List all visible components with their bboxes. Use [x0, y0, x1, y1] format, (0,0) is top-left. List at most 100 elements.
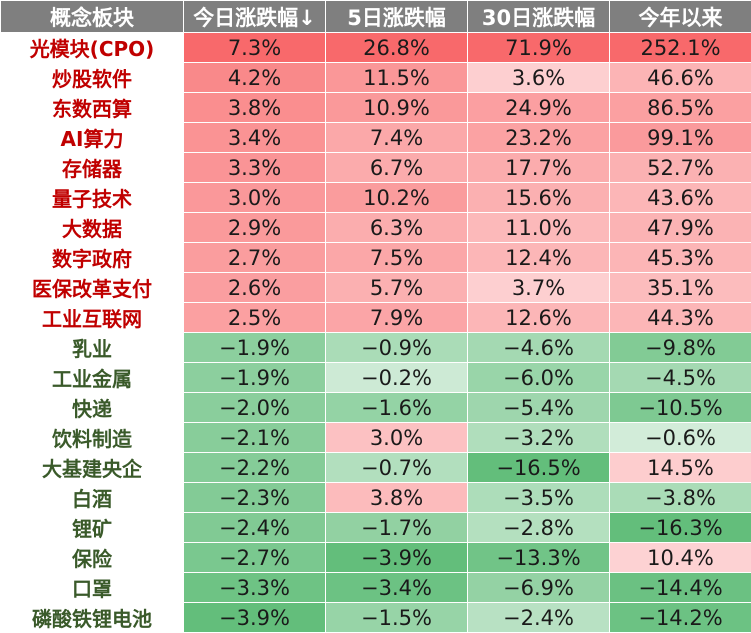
value-cell-ytd: −14.2%	[610, 603, 751, 633]
value-cell-30day: −6.0%	[468, 363, 610, 393]
sector-name-cell[interactable]: 量子技术	[1, 183, 184, 213]
table-row: 光模块(CPO)7.3%26.8%71.9%252.1%	[1, 33, 751, 63]
value-cell-5day: 7.9%	[326, 303, 468, 333]
sector-name-cell[interactable]: 工业互联网	[1, 303, 184, 333]
table-row: 工业金属−1.9%−0.2%−6.0%−4.5%	[1, 363, 751, 393]
value-cell-30day: 24.9%	[468, 93, 610, 123]
header-cell-sector: 概念板块	[1, 1, 184, 33]
value-cell-5day: 6.7%	[326, 153, 468, 183]
sector-name-cell[interactable]: 东数西算	[1, 93, 184, 123]
value-cell-today: 3.0%	[184, 183, 326, 213]
value-cell-today: 2.9%	[184, 213, 326, 243]
value-cell-30day: −3.5%	[468, 483, 610, 513]
sector-name-cell[interactable]: 乳业	[1, 333, 184, 363]
sector-name-cell[interactable]: 大数据	[1, 213, 184, 243]
value-cell-ytd: 47.9%	[610, 213, 751, 243]
value-cell-ytd: −0.6%	[610, 423, 751, 453]
value-cell-30day: 3.7%	[468, 273, 610, 303]
sector-name-cell[interactable]: 锂矿	[1, 513, 184, 543]
value-cell-today: −3.3%	[184, 573, 326, 603]
sector-name-cell[interactable]: 饮料制造	[1, 423, 184, 453]
value-cell-5day: 5.7%	[326, 273, 468, 303]
header-cell-today-change[interactable]: 今日涨跌幅↓	[184, 1, 326, 33]
table-row: 锂矿−2.4%−1.7%−2.8%−16.3%	[1, 513, 751, 543]
header-cell-5day-change[interactable]: 5日涨跌幅	[326, 1, 468, 33]
value-cell-5day: 6.3%	[326, 213, 468, 243]
value-cell-today: −3.9%	[184, 603, 326, 633]
value-cell-30day: −6.9%	[468, 573, 610, 603]
value-cell-5day: −1.7%	[326, 513, 468, 543]
value-cell-30day: 12.4%	[468, 243, 610, 273]
value-cell-5day: −1.5%	[326, 603, 468, 633]
sector-name-cell[interactable]: 口罩	[1, 573, 184, 603]
value-cell-today: 3.4%	[184, 123, 326, 153]
value-cell-ytd: −9.8%	[610, 333, 751, 363]
value-cell-30day: −4.6%	[468, 333, 610, 363]
sector-name-cell[interactable]: 存储器	[1, 153, 184, 183]
value-cell-today: −2.7%	[184, 543, 326, 573]
sector-name-cell[interactable]: 光模块(CPO)	[1, 33, 184, 63]
value-cell-5day: 10.2%	[326, 183, 468, 213]
value-cell-ytd: −14.4%	[610, 573, 751, 603]
value-cell-today: −1.9%	[184, 363, 326, 393]
value-cell-30day: −5.4%	[468, 393, 610, 423]
header-cell-ytd-change[interactable]: 今年以来	[610, 1, 751, 33]
value-cell-30day: −13.3%	[468, 543, 610, 573]
value-cell-30day: −2.8%	[468, 513, 610, 543]
value-cell-ytd: 86.5%	[610, 93, 751, 123]
table-row: 白酒−2.3%3.8%−3.5%−3.8%	[1, 483, 751, 513]
value-cell-ytd: −10.5%	[610, 393, 751, 423]
sector-name-cell[interactable]: 磷酸铁锂电池	[1, 603, 184, 633]
value-cell-5day: −0.7%	[326, 453, 468, 483]
value-cell-5day: 11.5%	[326, 63, 468, 93]
value-cell-ytd: 14.5%	[610, 453, 751, 483]
value-cell-30day: 15.6%	[468, 183, 610, 213]
value-cell-ytd: 10.4%	[610, 543, 751, 573]
value-cell-5day: −0.9%	[326, 333, 468, 363]
sector-name-cell[interactable]: 炒股软件	[1, 63, 184, 93]
value-cell-today: 2.6%	[184, 273, 326, 303]
table-row: 快递−2.0%−1.6%−5.4%−10.5%	[1, 393, 751, 423]
value-cell-30day: 71.9%	[468, 33, 610, 63]
sector-name-cell[interactable]: 大基建央企	[1, 453, 184, 483]
sector-name-cell[interactable]: 快递	[1, 393, 184, 423]
sector-name-cell[interactable]: 医保改革支付	[1, 273, 184, 303]
value-cell-30day: 3.6%	[468, 63, 610, 93]
table-row: 保险−2.7%−3.9%−13.3%10.4%	[1, 543, 751, 573]
value-cell-5day: 7.4%	[326, 123, 468, 153]
sector-name-cell[interactable]: 数字政府	[1, 243, 184, 273]
value-cell-30day: 23.2%	[468, 123, 610, 153]
sector-name-cell[interactable]: 工业金属	[1, 363, 184, 393]
value-cell-ytd: 46.6%	[610, 63, 751, 93]
value-cell-30day: −2.4%	[468, 603, 610, 633]
value-cell-today: −2.0%	[184, 393, 326, 423]
value-cell-ytd: −3.8%	[610, 483, 751, 513]
value-cell-30day: −16.5%	[468, 453, 610, 483]
value-cell-ytd: 43.6%	[610, 183, 751, 213]
value-cell-today: −2.4%	[184, 513, 326, 543]
value-cell-today: −1.9%	[184, 333, 326, 363]
sector-name-cell[interactable]: 保险	[1, 543, 184, 573]
value-cell-5day: −0.2%	[326, 363, 468, 393]
value-cell-30day: 17.7%	[468, 153, 610, 183]
value-cell-5day: 26.8%	[326, 33, 468, 63]
value-cell-ytd: 44.3%	[610, 303, 751, 333]
value-cell-30day: 11.0%	[468, 213, 610, 243]
sector-name-cell[interactable]: AI算力	[1, 123, 184, 153]
table-row: 饮料制造−2.1%3.0%−3.2%−0.6%	[1, 423, 751, 453]
header-cell-30day-change[interactable]: 30日涨跌幅	[468, 1, 610, 33]
value-cell-today: −2.2%	[184, 453, 326, 483]
value-cell-5day: 3.8%	[326, 483, 468, 513]
sector-name-cell[interactable]: 白酒	[1, 483, 184, 513]
table-row: 磷酸铁锂电池−3.9%−1.5%−2.4%−14.2%	[1, 603, 751, 633]
value-cell-5day: 10.9%	[326, 93, 468, 123]
